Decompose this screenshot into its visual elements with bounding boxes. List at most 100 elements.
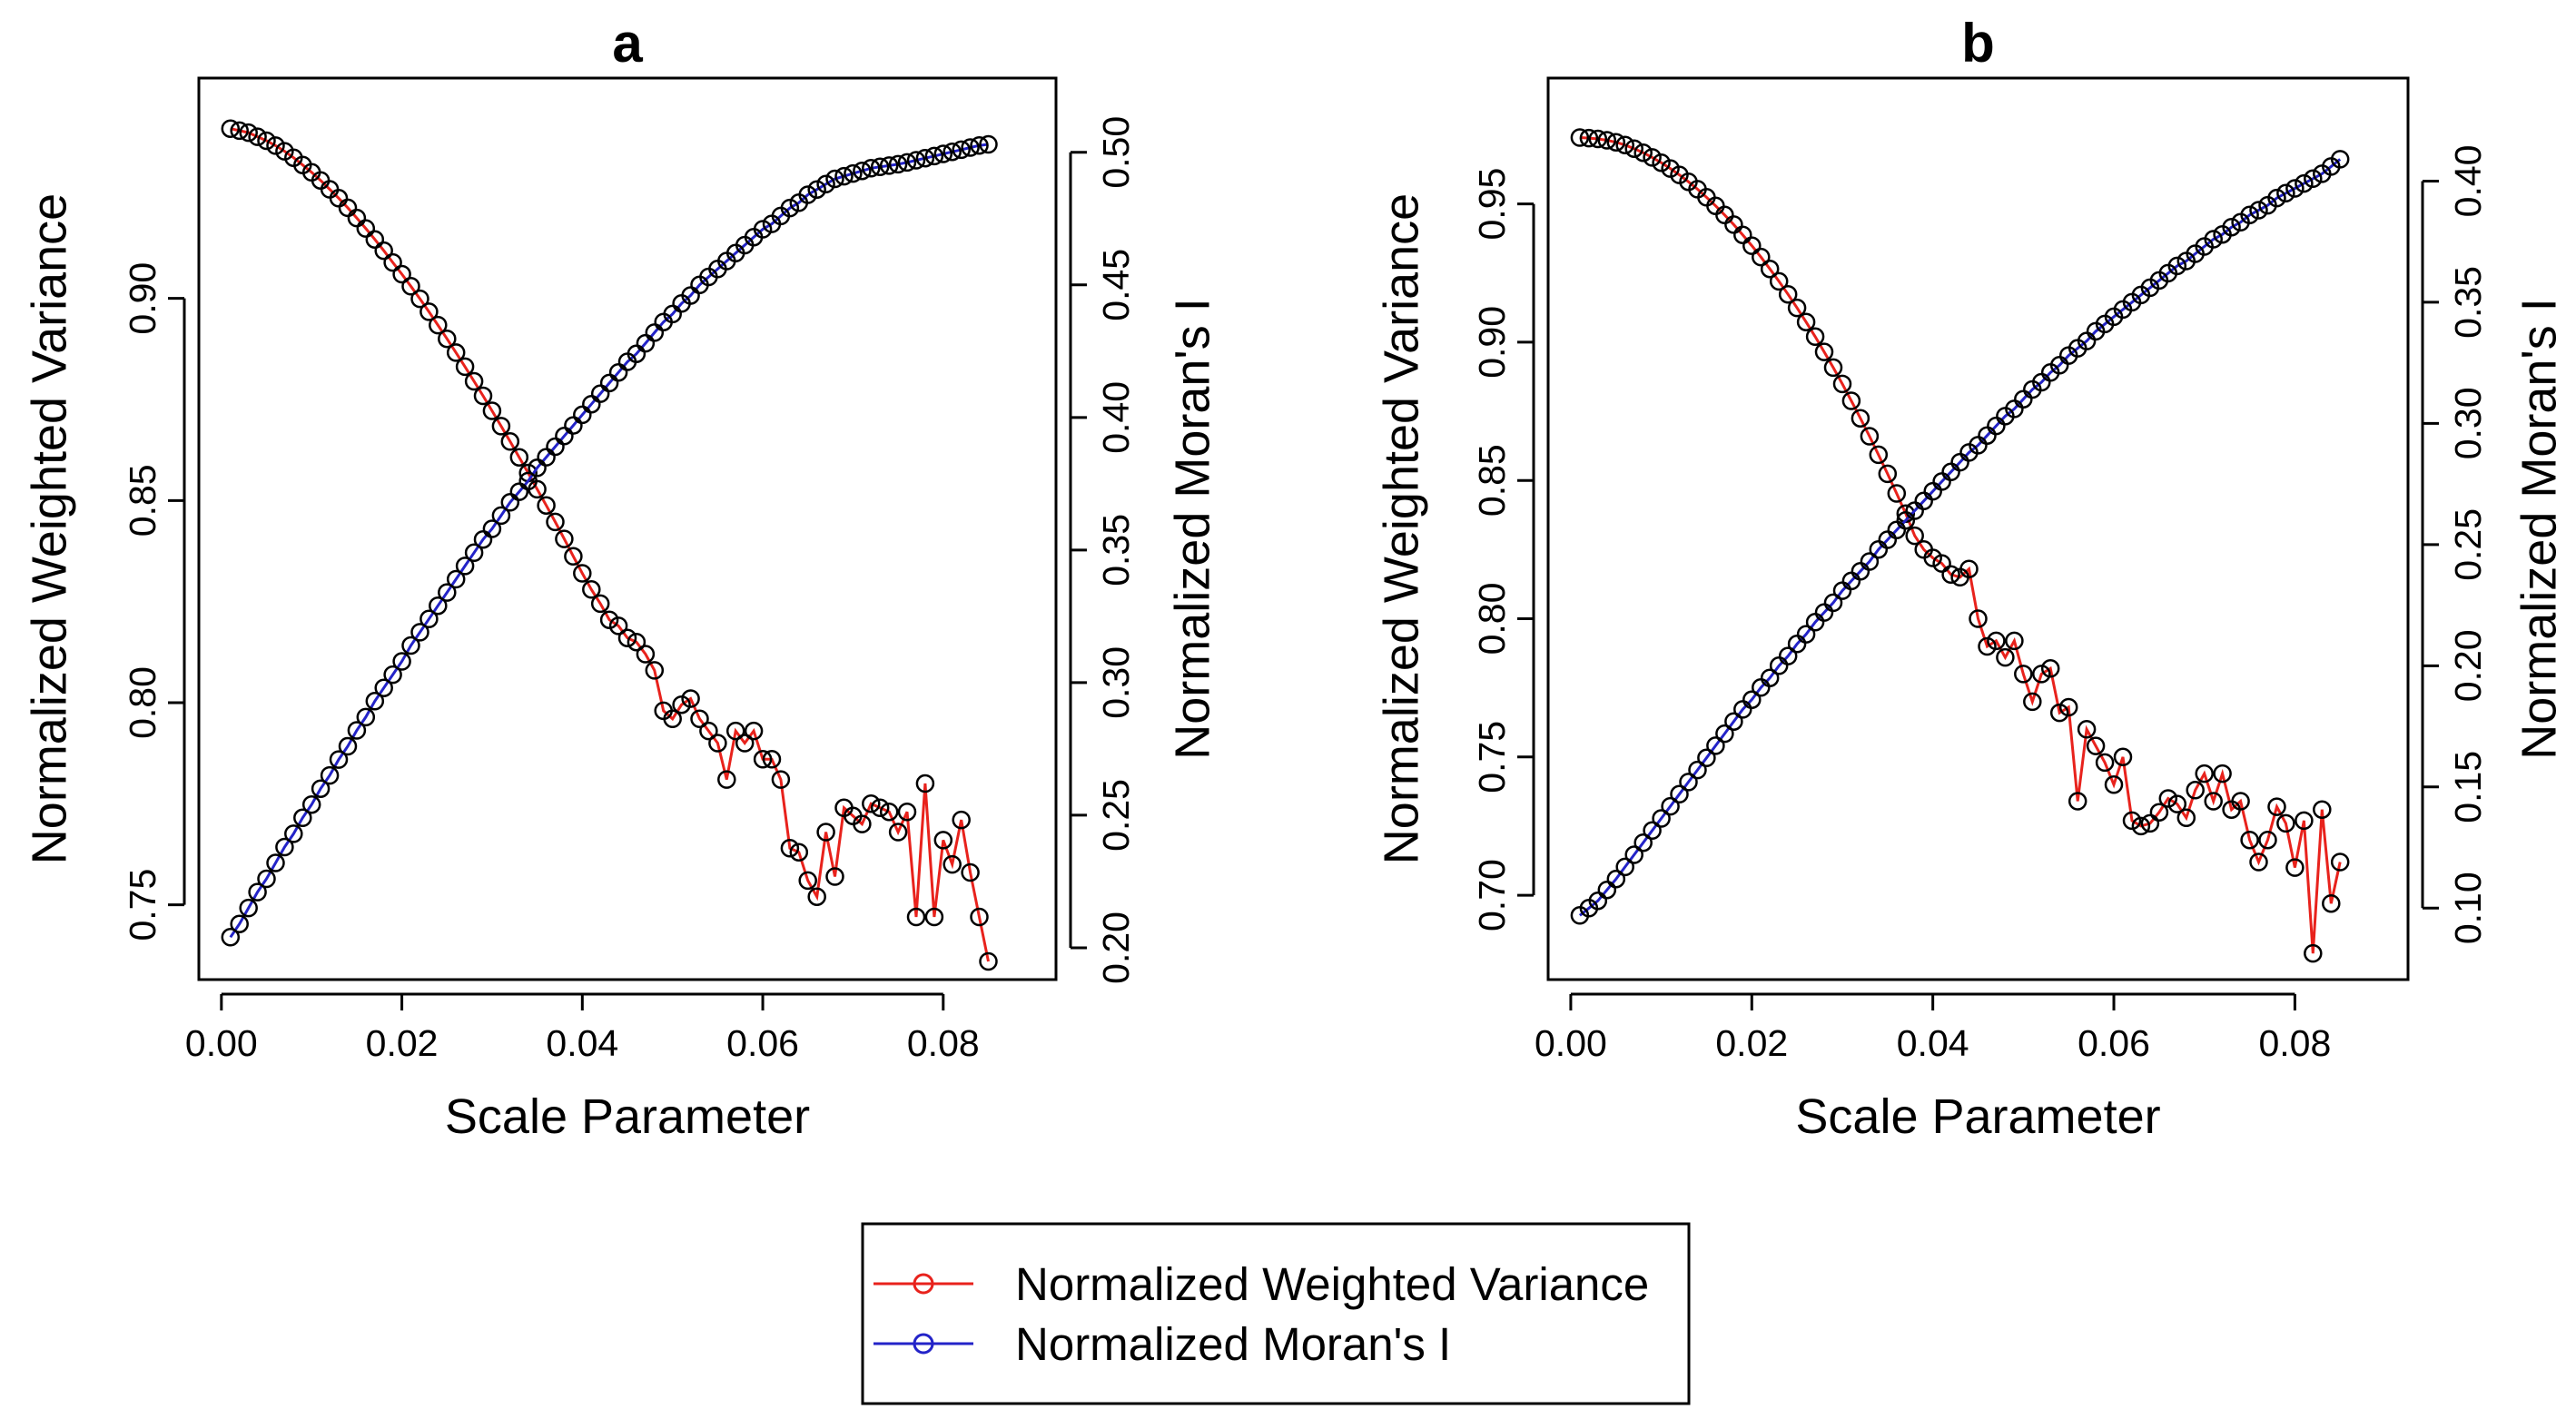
data-point-moran: [636, 333, 656, 353]
data-point-variance: [419, 302, 439, 321]
data-point-variance: [1996, 647, 2015, 667]
data-point-moran: [943, 142, 962, 162]
y-tick-label: 0.80: [122, 666, 163, 739]
data-point-variance: [1787, 298, 1807, 318]
data-point-variance: [1805, 327, 1825, 347]
data-point-moran: [383, 665, 402, 685]
legend-box: [861, 1222, 1691, 1405]
data-point-variance: [1987, 631, 2006, 651]
panel-b: b 0.00 0.02 0.04 0.06 0.08 Scale Parameter 0.70…: [1374, 13, 2566, 1144]
y2-tick-label: 0.35: [2447, 266, 2489, 339]
y-tick-label: 0.75: [1471, 721, 1513, 793]
data-point-variance: [2285, 858, 2305, 877]
data-point-moran: [2249, 201, 2268, 220]
data-point-variance: [906, 907, 926, 927]
data-point-moran: [753, 220, 773, 239]
data-point-moran: [1679, 773, 1698, 792]
data-point-moran: [546, 437, 565, 457]
data-point-moran: [500, 493, 520, 512]
data-point-variance: [590, 594, 610, 614]
data-point-variance: [636, 645, 656, 664]
y2-tick-label: 0.25: [1095, 779, 1137, 852]
data-point-moran: [555, 427, 574, 446]
data-point-variance: [1633, 143, 1653, 163]
data-point-variance: [1978, 636, 1997, 656]
data-point-moran: [825, 169, 844, 189]
data-point-moran: [853, 161, 872, 181]
data-point-variance: [2330, 852, 2350, 872]
series-line-variance: [230, 127, 990, 962]
data-point-moran: [2285, 179, 2305, 198]
data-point-variance: [2140, 813, 2160, 833]
panel-a: a 0.00 0.02 0.04 0.06 0.08 Scale Parameter 0.75…: [22, 13, 1219, 1144]
data-point-moran: [275, 837, 294, 857]
data-point-moran: [564, 416, 583, 435]
data-point-moran: [301, 794, 321, 814]
data-point-moran: [1697, 748, 1716, 768]
data-point-variance: [2276, 813, 2295, 833]
data-point-moran: [2276, 183, 2295, 203]
data-point-variance: [500, 432, 520, 451]
data-point-variance: [2240, 830, 2259, 850]
data-point-variance: [2295, 811, 2314, 831]
data-point-moran: [1823, 593, 1843, 613]
x-tick-label: 0.04: [546, 1022, 618, 1064]
data-point-variance: [1624, 139, 1643, 158]
data-point-moran: [311, 779, 331, 798]
data-point-moran: [888, 154, 908, 174]
data-point-variance: [1796, 312, 1816, 331]
data-point-moran: [365, 692, 385, 711]
plot-frame: [197, 76, 1058, 981]
data-point-moran: [239, 898, 258, 918]
data-point-moran: [1624, 845, 1643, 864]
data-point-variance: [392, 264, 411, 284]
y2-tick-label: 0.20: [2447, 629, 2489, 702]
data-point-variance: [383, 252, 402, 272]
data-point-moran: [1688, 760, 1707, 780]
y-tick-label: 0.80: [1471, 583, 1513, 655]
data-point-variance: [2131, 816, 2151, 836]
data-point-variance: [491, 417, 511, 436]
data-point-variance: [482, 401, 502, 420]
data-point-variance: [1814, 342, 1834, 361]
data-point-variance: [744, 721, 764, 741]
panel-title: b: [1961, 13, 1995, 74]
data-point-variance: [2104, 775, 2124, 794]
data-point-variance: [780, 839, 800, 858]
data-point-moran: [1652, 809, 1671, 828]
data-point-variance: [1652, 153, 1671, 172]
data-point-moran: [1715, 724, 1734, 744]
data-point-moran: [879, 156, 899, 175]
data-point-variance: [257, 131, 276, 151]
data-point-variance: [672, 695, 691, 714]
data-point-variance: [2249, 852, 2268, 872]
data-point-moran: [970, 135, 989, 155]
data-point-moran: [338, 736, 358, 756]
data-point-moran: [455, 557, 475, 576]
data-point-moran: [862, 159, 881, 178]
data-point-variance: [2213, 764, 2232, 783]
data-point-variance: [1941, 565, 1960, 585]
y-axis-label: Normalized Weighted Variance: [22, 193, 76, 864]
data-point-variance: [771, 770, 791, 789]
y2-tick-label: 0.15: [2447, 751, 2489, 823]
data-point-variance: [2040, 659, 2060, 678]
legend-label-moran: Normalized Moran's I: [1015, 1318, 1451, 1370]
data-point-variance: [663, 709, 682, 729]
data-point-variance: [725, 721, 745, 741]
x-tick-label: 0.06: [2078, 1022, 2150, 1064]
data-point-variance: [2058, 697, 2078, 717]
data-point-variance: [825, 867, 844, 886]
x-tick-label: 0.02: [366, 1022, 439, 1064]
data-point-moran: [491, 506, 511, 526]
data-point-variance: [2049, 703, 2069, 723]
data-point-moran: [979, 134, 998, 154]
data-point-variance: [943, 854, 962, 874]
data-point-moran: [257, 869, 276, 889]
data-point-moran: [2167, 256, 2187, 276]
data-point-moran: [1860, 552, 1880, 571]
data-point-moran: [464, 543, 484, 563]
y-tick-label: 0.70: [1471, 859, 1513, 931]
y2-tick-label: 0.30: [1095, 646, 1137, 719]
data-point-moran: [1606, 869, 1626, 889]
